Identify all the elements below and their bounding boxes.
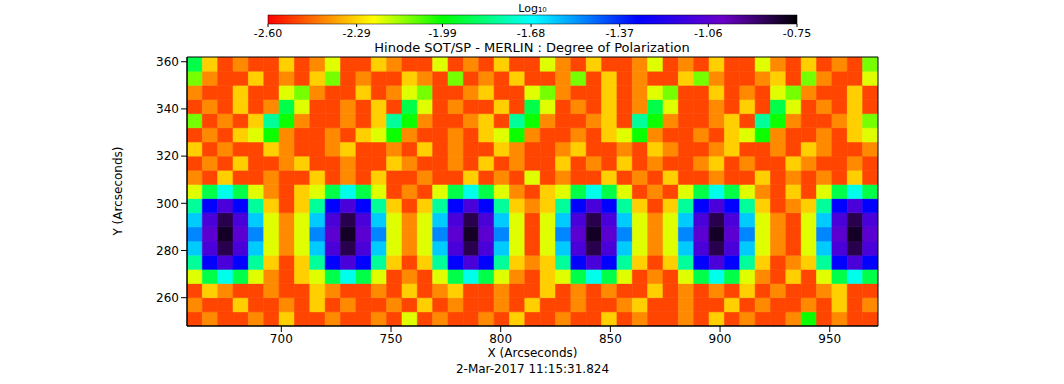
svg-text:-1.99: -1.99 [428,27,456,40]
html-text:2-Mar-2017 11:15:31.824: 2-Mar-2017 11:15:31.824 [455,362,610,376]
svg-text:850: 850 [599,332,622,346]
svg-text:Log₁₀: Log₁₀ [518,2,547,15]
svg-text:-1.68: -1.68 [517,27,545,40]
svg-text:-1.37: -1.37 [605,27,633,40]
html-text:Hinode SOT/SP - MERLIN : Degre: Hinode SOT/SP - MERLIN : Degree of Polar… [374,40,690,55]
svg-text:750: 750 [380,332,403,346]
html-text:X (Arcseconds): X (Arcseconds) [487,346,578,360]
svg-text:280: 280 [156,244,179,258]
svg-text:-1.06: -1.06 [694,27,722,40]
svg-text:-2.29: -2.29 [342,27,370,40]
svg-text:900: 900 [709,332,732,346]
svg-text:800: 800 [489,332,512,346]
svg-text:700: 700 [270,332,293,346]
svg-text:340: 340 [156,102,179,116]
svg-text:-2.60: -2.60 [254,27,282,40]
svg-text:-0.75: -0.75 [783,27,811,40]
svg-text:950: 950 [818,332,841,346]
svg-text:260: 260 [156,291,179,305]
svg-text:320: 320 [156,149,179,163]
html-text:Y (Arcseconds): Y (Arcseconds) [111,146,125,236]
svg-text:300: 300 [156,197,179,211]
svg-text:360: 360 [156,55,179,69]
